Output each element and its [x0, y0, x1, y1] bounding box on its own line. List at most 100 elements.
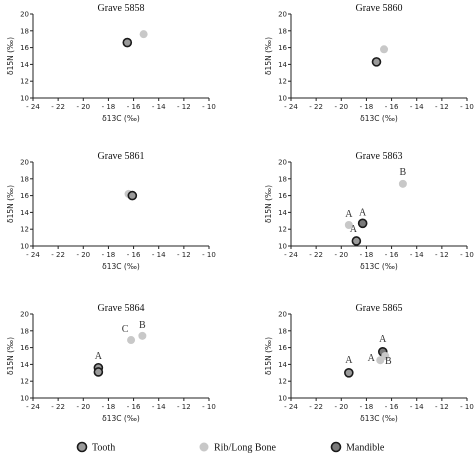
y-tick-label: 20 — [278, 11, 287, 19]
y-tick-label: 18 — [278, 327, 287, 335]
x-tick-label: - 12 — [177, 403, 191, 411]
x-tick-label: - 22 — [51, 103, 65, 111]
x-tick-label: - 16 — [385, 403, 399, 411]
x-tick-label: - 24 — [284, 103, 298, 111]
chart-panel-5: - 24 - 22 - 20 - 18 - 16 - 14 - 12 - 10 10 12 14 16… — [6, 303, 216, 423]
legend-label-mandible: Mandible — [346, 443, 385, 454]
data-point-tooth — [351, 236, 362, 246]
chart-title: Grave 5865 — [356, 303, 403, 314]
data-point-tooth — [127, 190, 138, 201]
legend-marker-mandible — [330, 441, 342, 453]
y-tick-label: 12 — [278, 78, 287, 86]
y-tick-label: 14 — [20, 61, 29, 69]
point-annotation: A — [379, 334, 387, 345]
chart-title: Grave 5858 — [98, 3, 145, 14]
x-tick-label: - 12 — [435, 251, 449, 259]
x-tick-label: - 10 — [460, 403, 474, 411]
y-tick-label: 18 — [278, 27, 287, 35]
x-tick-label: - 20 — [334, 403, 348, 411]
y-tick-label: 12 — [278, 226, 287, 234]
chart-panel-1: - 24 - 22 - 20 - 18 - 16 - 14 - 12 - 10 10 12 14 16… — [6, 3, 216, 123]
y-tick-label: 18 — [20, 175, 29, 183]
x-tick-label: - 10 — [202, 103, 216, 111]
y-tick-label: 16 — [20, 44, 29, 52]
x-tick-label: - 20 — [76, 403, 90, 411]
x-tick-label: - 10 — [460, 251, 474, 259]
y-tick-label: 16 — [20, 192, 29, 200]
x-tick-label: - 14 — [410, 251, 424, 259]
data-point-tooth — [371, 57, 382, 67]
x-tick-label: - 22 — [309, 251, 323, 259]
chart-title: Grave 5860 — [356, 3, 403, 14]
y-tick-label: 16 — [278, 44, 287, 52]
legend-label-tooth: Tooth — [92, 443, 115, 454]
y-tick-label: 12 — [20, 78, 29, 86]
x-tick-label: - 24 — [26, 403, 40, 411]
y-tick-label: 16 — [278, 344, 287, 352]
legend-marker-rib — [199, 442, 209, 452]
point-annotation: C — [122, 324, 129, 335]
y-tick-label: 18 — [278, 175, 287, 183]
x-tick-label: - 14 — [410, 403, 424, 411]
y-tick-label: 10 — [278, 243, 287, 251]
x-axis-label: δ13C (‰) — [102, 262, 140, 271]
chart-panel-3: - 24 - 22 - 20 - 18 - 16 - 14 - 12 - 10 10 12 14 16… — [6, 151, 216, 271]
x-tick-label: - 22 — [51, 403, 65, 411]
legend-label-rib: Rib/Long Bone — [214, 443, 277, 454]
point-annotation: A — [345, 209, 353, 220]
x-tick-label: - 18 — [360, 103, 374, 111]
y-tick-label: 10 — [20, 95, 29, 103]
y-tick-label: 16 — [20, 344, 29, 352]
y-tick-label: 14 — [278, 361, 287, 369]
y-tick-label: 20 — [278, 311, 287, 319]
x-tick-label: - 20 — [76, 251, 90, 259]
x-tick-label: - 18 — [102, 103, 116, 111]
x-tick-label: - 14 — [410, 103, 424, 111]
x-axis-label: δ13C (‰) — [360, 414, 398, 423]
y-tick-label: 20 — [20, 11, 29, 19]
chart-panel-2: - 24 - 22 - 20 - 18 - 16 - 14 - 12 - 10 10 12 14 16… — [264, 3, 474, 123]
chart-panel-6: - 24 - 22 - 20 - 18 - 16 - 14 - 12 - 10 10 12 14 16… — [264, 303, 474, 423]
y-tick-label: 14 — [278, 61, 287, 69]
x-tick-label: - 14 — [152, 103, 166, 111]
chart-panel-4: - 24 - 22 - 20 - 18 - 16 - 14 - 12 - 10 10 12 14 16… — [264, 151, 474, 271]
x-tick-label: - 12 — [177, 103, 191, 111]
y-axis-label: δ15N (‰) — [264, 185, 273, 223]
point-annotation: A — [345, 355, 353, 366]
x-tick-label: - 16 — [127, 251, 141, 259]
y-tick-label: 20 — [20, 311, 29, 319]
point-annotation: B — [139, 320, 146, 331]
y-tick-label: 16 — [278, 192, 287, 200]
chart-title: Grave 5861 — [98, 151, 145, 162]
legend: Tooth Rib/Long Bone Mandible — [76, 441, 385, 454]
data-point-rib — [127, 336, 136, 345]
y-axis-label: δ15N (‰) — [6, 185, 15, 223]
data-point-mandible — [357, 218, 368, 229]
chart-title: Grave 5864 — [98, 303, 145, 314]
data-point-tooth — [93, 367, 104, 377]
x-tick-label: - 18 — [360, 403, 374, 411]
chart-title: Grave 5863 — [356, 151, 403, 162]
x-tick-label: - 14 — [152, 251, 166, 259]
x-tick-label: - 12 — [435, 103, 449, 111]
y-tick-label: 14 — [278, 209, 287, 217]
y-tick-label: 10 — [20, 395, 29, 403]
x-tick-label: - 12 — [177, 251, 191, 259]
y-axis-label: δ15N (‰) — [264, 337, 273, 375]
y-tick-label: 14 — [20, 209, 29, 217]
y-tick-label: 10 — [20, 243, 29, 251]
y-tick-label: 18 — [20, 27, 29, 35]
x-tick-label: - 18 — [102, 403, 116, 411]
data-point-rib — [344, 221, 353, 229]
point-annotation: B — [400, 167, 407, 178]
x-tick-label: - 20 — [334, 251, 348, 259]
data-point-tooth — [344, 367, 354, 378]
y-tick-label: 12 — [278, 378, 287, 386]
x-tick-label: - 18 — [360, 251, 374, 259]
y-tick-label: 12 — [20, 378, 29, 386]
data-point-tooth — [122, 37, 133, 48]
x-tick-label: - 10 — [202, 251, 216, 259]
x-tick-label: - 10 — [460, 103, 474, 111]
point-annotation: A — [350, 224, 358, 235]
